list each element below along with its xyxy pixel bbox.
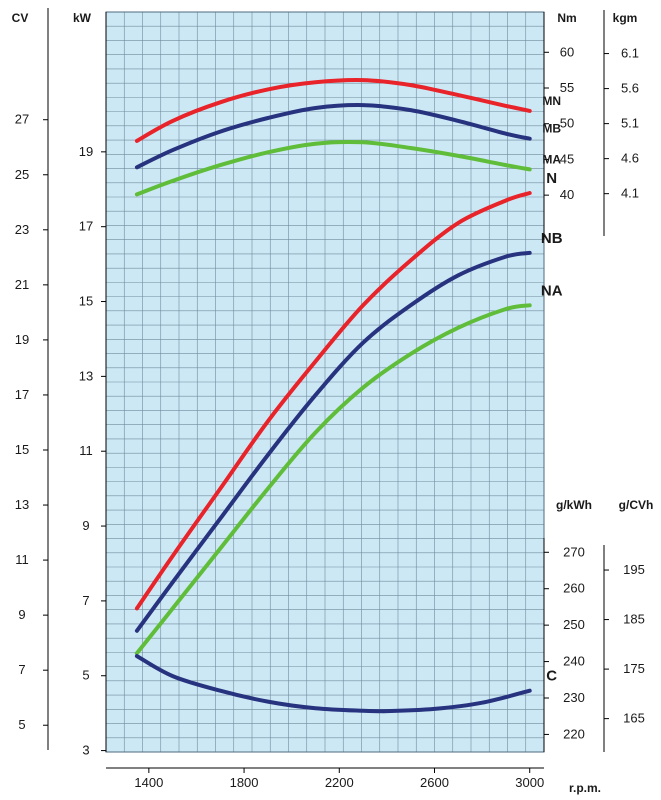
series-label-n: N — [546, 170, 557, 187]
series-label-c: C — [546, 668, 557, 685]
cv-tick-label: 5 — [18, 717, 25, 732]
cv-tick-label: 17 — [15, 387, 29, 402]
gkwh-tick-label: 240 — [563, 654, 585, 669]
series-line-na — [134, 303, 532, 656]
series-label-nb: NB — [541, 230, 563, 247]
kw-tick-label: 7 — [82, 593, 89, 608]
series-label-mn: MN — [542, 94, 561, 108]
x-tick-label: 1400 — [134, 775, 163, 790]
kgm-tick-label: 5.1 — [621, 116, 639, 131]
gcvh-axis-unit: g/CVh — [619, 498, 654, 512]
kw-axis-unit: kW — [73, 11, 92, 25]
cv-tick-label: 19 — [15, 332, 29, 347]
gkwh-axis-unit: g/kWh — [556, 498, 592, 512]
gkwh-tick-label: 270 — [563, 544, 585, 559]
cv-tick-label: 27 — [15, 112, 29, 127]
cv-tick-label: 11 — [15, 552, 29, 567]
nm-axis-unit: Nm — [557, 11, 576, 25]
gkwh-tick-label: 260 — [563, 581, 585, 596]
cv-tick-label: 15 — [15, 442, 29, 457]
axes: 5 7 9 11 13 15 17 19 21 23 25 27 3 5 7 9 11 13 15 17 19 40 45 5… — [15, 8, 645, 790]
kw-tick-label: 9 — [82, 518, 89, 533]
series-line-nb — [134, 250, 532, 633]
kgm-tick-label: 4.6 — [621, 151, 639, 166]
cv-tick-label: 7 — [18, 662, 25, 677]
cv-tick-label: 9 — [18, 607, 25, 622]
series-line-mn — [134, 78, 532, 143]
x-axis-label: r.p.m. — [569, 781, 601, 795]
kw-tick-label: 3 — [82, 743, 89, 758]
cv-tick-label: 21 — [15, 277, 29, 292]
kgm-axis-unit: kgm — [613, 11, 638, 25]
cv-tick-label: 23 — [15, 222, 29, 237]
kw-tick-label: 13 — [79, 368, 93, 383]
cv-axis-unit: CV — [12, 11, 29, 25]
kw-tick-label: 5 — [82, 668, 89, 683]
x-tick-label: 3000 — [515, 775, 544, 790]
series-line-mb — [134, 103, 532, 170]
gcvh-tick-label: 185 — [623, 612, 645, 627]
cv-tick-label: 13 — [15, 497, 29, 512]
gcvh-tick-label: 175 — [623, 661, 645, 676]
series-line-ma — [134, 139, 532, 197]
nm-tick-label: 55 — [560, 80, 574, 95]
series-label-na: NA — [541, 282, 563, 299]
series-line-c — [134, 654, 532, 714]
gkwh-tick-label: 220 — [563, 726, 585, 741]
kgm-tick-label: 6.1 — [621, 46, 639, 61]
kw-tick-label: 17 — [79, 219, 93, 234]
kgm-tick-label: 4.1 — [621, 186, 639, 201]
series: MN MB MA N NB NA C — [134, 78, 563, 714]
gcvh-tick-label: 195 — [623, 562, 645, 577]
cv-tick-label: 25 — [15, 167, 29, 182]
gkwh-tick-label: 230 — [563, 690, 585, 705]
nm-tick-label: 40 — [560, 187, 574, 202]
kw-tick-label: 11 — [79, 443, 93, 458]
series-label-mb: MB — [542, 122, 561, 136]
series-label-ma: MA — [542, 152, 561, 166]
nm-tick-label: 60 — [560, 44, 574, 59]
kw-tick-label: 15 — [79, 294, 93, 309]
x-tick-label: 1800 — [230, 775, 259, 790]
kw-tick-label: 19 — [79, 144, 93, 159]
series-line-n — [134, 191, 532, 611]
kgm-tick-label: 5.6 — [621, 81, 639, 96]
x-tick-label: 2200 — [325, 775, 354, 790]
x-tick-label: 2600 — [420, 775, 449, 790]
gcvh-tick-label: 165 — [623, 711, 645, 726]
gkwh-tick-label: 250 — [563, 617, 585, 632]
nm-tick-label: 45 — [560, 151, 574, 166]
nm-tick-label: 50 — [560, 116, 574, 131]
